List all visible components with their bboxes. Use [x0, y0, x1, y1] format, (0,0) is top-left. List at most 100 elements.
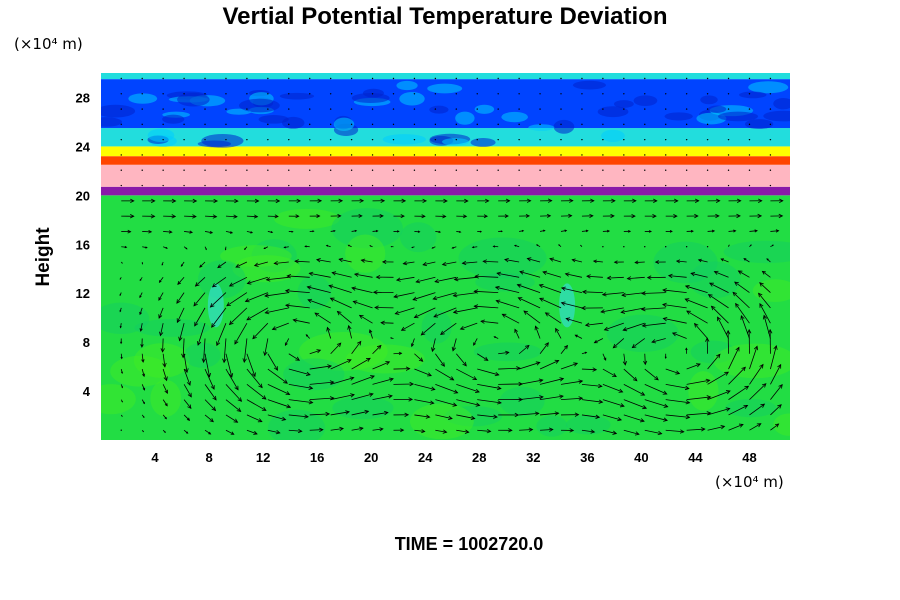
- vector-dot: [539, 154, 541, 156]
- vector-arrow: [327, 327, 332, 339]
- x-tick-label: 16: [310, 450, 324, 465]
- vector-arrow: [246, 399, 267, 411]
- vector-arrow: [714, 271, 729, 278]
- plot-area: [101, 73, 790, 440]
- vector-arrow: [572, 259, 583, 263]
- vector-arrowhead: [258, 383, 263, 389]
- texture-blob: [739, 91, 767, 99]
- vector-arrowhead: [201, 358, 206, 364]
- vector-arrowhead: [621, 292, 626, 298]
- vector-dot: [581, 154, 583, 156]
- vector-arrow: [212, 276, 227, 288]
- vector-arrow: [542, 271, 562, 278]
- vector-arrow: [204, 414, 214, 422]
- vector-arrowhead: [640, 391, 646, 396]
- vector-arrowhead: [720, 258, 724, 262]
- vector-arrow: [602, 399, 625, 407]
- vector-dot: [685, 246, 688, 248]
- vector-arrowhead: [675, 370, 681, 375]
- vector-arrow: [728, 347, 740, 370]
- vector-arrow: [414, 399, 434, 404]
- vector-dot: [267, 138, 269, 141]
- vector-arrowhead: [452, 293, 458, 298]
- vector-arrowhead: [539, 297, 544, 302]
- vector-dot: [246, 138, 248, 141]
- vector-arrowhead: [542, 270, 548, 275]
- vector-arrow: [581, 429, 595, 433]
- vector-arrow: [594, 338, 604, 344]
- x-tick-label: 36: [580, 450, 594, 465]
- vector-arrowhead: [493, 414, 498, 419]
- vector-arrow: [641, 307, 666, 310]
- vector-arrowhead: [275, 430, 281, 435]
- vector-arrow: [225, 231, 233, 234]
- texture-blob: [444, 405, 503, 427]
- vector-dot: [623, 108, 625, 110]
- vector-arrowhead: [164, 431, 166, 433]
- vector-arrow: [749, 364, 764, 385]
- vector-arrow: [348, 325, 352, 339]
- texture-blob: [273, 208, 340, 229]
- vector-arrowhead: [544, 342, 549, 347]
- vector-arrowhead: [422, 198, 428, 204]
- vector-arrowhead: [452, 309, 458, 314]
- vector-arrow: [351, 427, 363, 431]
- vector-dot: [434, 93, 437, 95]
- vector-dot: [665, 246, 667, 248]
- vector-dot: [246, 154, 248, 156]
- vector-arrowhead: [186, 431, 189, 434]
- vector-arrowhead: [402, 261, 408, 266]
- vector-dot: [539, 93, 541, 95]
- vector-dot: [350, 123, 353, 126]
- vector-arrowhead: [516, 283, 522, 288]
- vector-arrowhead: [592, 367, 598, 372]
- vector-arrowhead: [475, 388, 480, 393]
- vector-arrowhead: [139, 328, 143, 332]
- vector-arrow: [177, 277, 185, 285]
- vector-arrowhead: [662, 316, 668, 322]
- vector-arrow: [519, 379, 543, 385]
- vector-arrow: [728, 405, 748, 416]
- texture-blob: [553, 119, 575, 134]
- vector-dot: [413, 138, 416, 141]
- vector-dot: [623, 77, 625, 80]
- vector-arrow: [183, 384, 192, 398]
- vector-arrowhead: [584, 351, 588, 354]
- vector-dot: [539, 169, 541, 171]
- vector-arrow: [758, 293, 771, 309]
- vector-dot: [183, 184, 185, 187]
- vector-arrow: [759, 303, 771, 324]
- vector-arrowhead: [777, 363, 782, 369]
- y-tick-label: 16: [76, 237, 90, 252]
- vector-arrow: [339, 258, 352, 263]
- vector-arrow: [662, 304, 687, 309]
- velocity-vectors: [119, 77, 784, 436]
- vector-arrowhead: [237, 397, 243, 402]
- vector-dot: [560, 184, 562, 187]
- vector-arrow: [351, 341, 362, 354]
- vector-arrowhead: [643, 360, 648, 366]
- vector-arrow: [707, 425, 725, 431]
- vector-dot: [685, 169, 688, 171]
- vector-arrow: [602, 292, 624, 296]
- vector-arrowhead: [148, 229, 153, 234]
- vector-arrow: [395, 307, 415, 315]
- vector-arrow: [330, 411, 350, 416]
- vector-dot: [183, 123, 185, 126]
- vector-arrowhead: [228, 373, 234, 378]
- vector-dot: [497, 154, 499, 156]
- vector-arrowhead: [121, 400, 123, 403]
- vector-arrow: [497, 272, 520, 278]
- vector-dot: [539, 123, 541, 126]
- vector-arrowhead: [316, 214, 321, 218]
- vector-arrowhead: [738, 423, 744, 428]
- vector-arrow: [635, 261, 645, 263]
- vector-arrowhead: [563, 344, 568, 350]
- vector-arrow: [480, 320, 499, 324]
- vector-dot: [497, 123, 499, 126]
- vector-arrowhead: [372, 290, 378, 295]
- vector-arrowhead: [176, 318, 181, 324]
- vector-arrowhead: [483, 214, 489, 219]
- vector-arrow: [393, 292, 415, 298]
- vector-dot: [497, 93, 499, 95]
